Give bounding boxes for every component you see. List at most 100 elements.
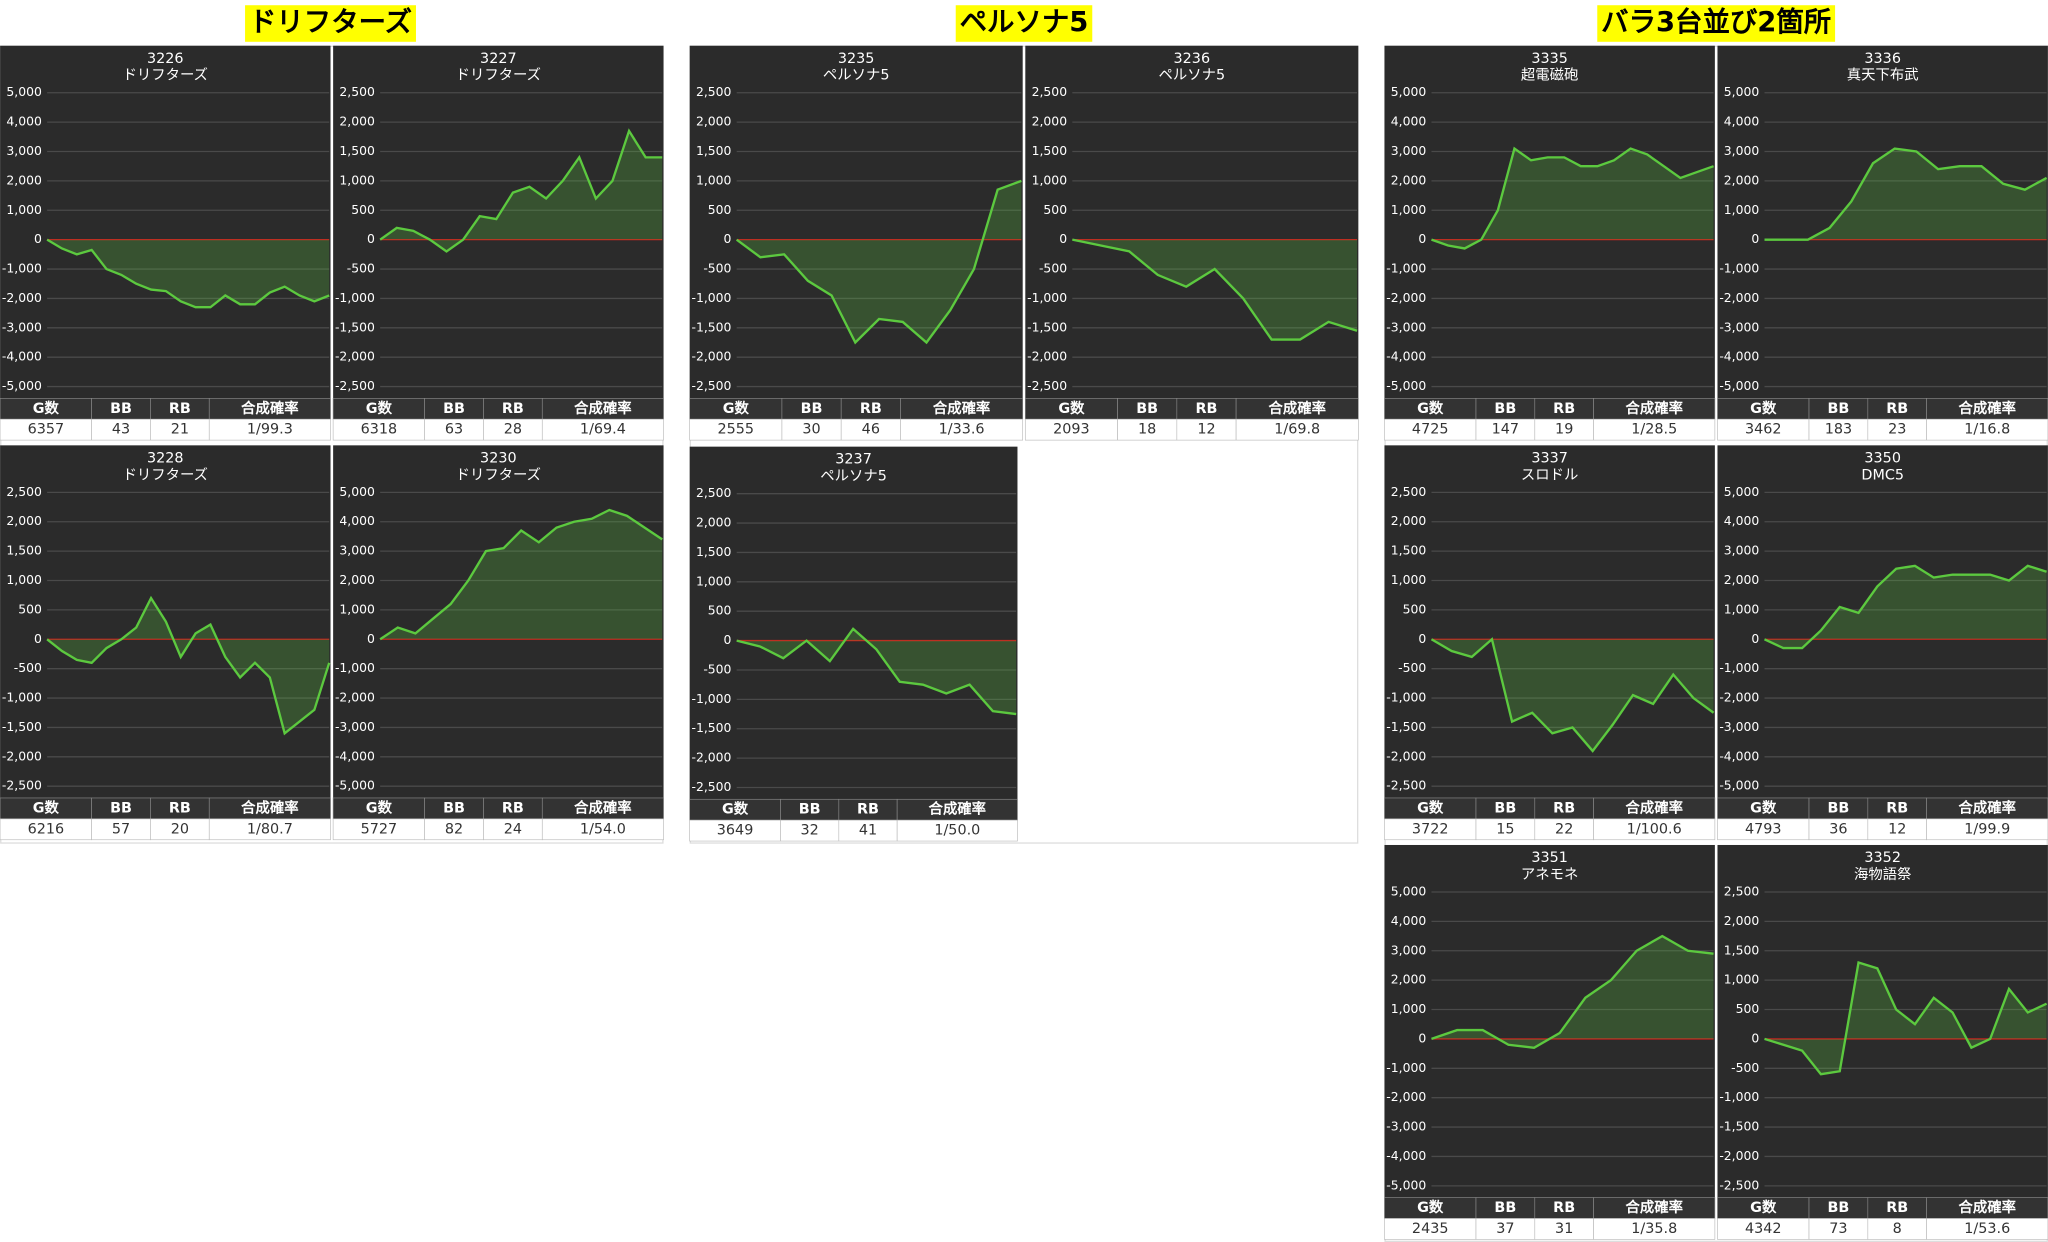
table-value: 1/35.8 [1631,1221,1677,1237]
table-value: 21 [171,422,189,438]
table-header: G数 [366,399,393,417]
area [47,239,330,308]
y-tick-label: -1,000 [1027,290,1067,305]
table-header: BB [1494,401,1516,417]
y-tick-label: -4,000 [1386,349,1426,364]
y-tick-label: 4,000 [1724,114,1760,129]
y-tick-label: 1,500 [1724,942,1760,957]
table-cell [208,418,331,441]
group-border [689,45,1359,844]
panel-bg [333,445,664,798]
group-title: ペルソナ5 [960,7,1089,38]
group-title-highlight [245,5,416,42]
line [1764,147,2048,241]
table-header: 合成確率 [573,798,631,816]
table-header: 合成確率 [928,800,986,818]
table-header: G数 [1417,798,1444,816]
table-header: RB [502,401,524,417]
area [1431,936,1714,1048]
y-tick-label: 2,500 [1391,484,1427,499]
y-tick-label: 2,000 [1032,114,1068,129]
y-tick-label: 5,000 [1724,84,1760,99]
machine-number: 3236 [1174,51,1211,67]
table-value: 4793 [1745,821,1782,837]
y-tick-label: 2,500 [339,84,375,99]
y-tick-label: 4,000 [1391,913,1427,928]
y-tick-label: 2,000 [1391,972,1427,987]
machine-name: ペルソナ5 [1159,68,1226,84]
y-tick-label: -1,500 [2,719,42,734]
machine-number: 3337 [1531,450,1568,466]
area [1431,639,1714,751]
area [380,130,663,252]
y-tick-label: 5,000 [1391,84,1427,99]
y-tick-label: -2,000 [1027,349,1067,364]
y-tick-label: -2,000 [1386,1089,1426,1104]
table-cell [896,819,1018,842]
y-tick-label: -2,000 [1719,290,1759,305]
table-cell [541,418,664,441]
group-title: ドリフターズ [249,6,412,38]
table-value: 31 [1555,1221,1573,1237]
y-tick-label: 1,000 [696,172,732,187]
y-tick-label: 0 [367,631,375,646]
y-tick-label: -2,000 [1386,290,1426,305]
table-value: 1/50.0 [934,823,980,839]
panel-bg [1384,45,1715,399]
table-value: 1/69.4 [580,422,626,438]
y-tick-label: -4,000 [1719,349,1759,364]
y-tick-label: 0 [724,632,732,647]
table-header: G数 [1058,399,1085,417]
y-tick-label: -5,000 [1719,778,1759,793]
table-header: RB [1553,800,1575,816]
y-tick-label: -500 [1398,660,1426,675]
table-header: BB [1494,800,1516,816]
table-value: 3462 [1745,422,1782,438]
y-tick-label: -500 [703,261,731,276]
panel-bg [1717,844,2048,1198]
panel-bg [1025,45,1359,399]
table-header: BB [443,401,465,417]
machine-number: 3227 [480,51,517,67]
y-tick-label: -500 [703,661,731,676]
y-tick-label: -2,500 [1719,1177,1759,1192]
y-tick-label: 1,000 [1724,202,1760,217]
y-tick-label: -4,000 [1386,1148,1426,1163]
y-tick-label: 2,000 [339,572,375,587]
machine-number: 3237 [835,452,872,468]
machine-name: ドリフターズ [456,466,541,483]
y-tick-label: 3,000 [1724,143,1760,158]
table-header: RB [860,401,882,417]
table-header: 合成確率 [1625,1198,1683,1216]
table-value: 1/80.7 [247,821,293,837]
y-tick-label: -1,000 [1386,261,1426,276]
table-header: RB [1886,1200,1908,1216]
table-header: 合成確率 [573,399,631,417]
table-header: 合成確率 [240,399,298,417]
y-tick-label: -2,000 [1719,690,1759,705]
table-header: BB [799,802,821,818]
table-header: 合成確率 [1625,798,1683,816]
table-header: RB [1195,401,1217,417]
table-value: 1/99.9 [1964,821,2010,837]
table-value: 30 [802,422,820,438]
table-value: 6216 [28,821,65,837]
table-value: 8 [1893,1221,1902,1237]
machine-name: ペルソナ5 [823,68,890,84]
y-tick-label: -1,500 [1027,319,1067,334]
y-tick-label: -5,000 [1386,1177,1426,1192]
machine-name: DMC5 [1861,467,1904,483]
y-tick-label: 2,000 [339,114,375,129]
table-value: 43 [112,422,130,438]
group-title-highlight [955,5,1093,42]
table-header: 合成確率 [1958,1198,2016,1216]
y-tick-label: 1,500 [696,544,732,559]
y-tick-label: 1,000 [1391,202,1427,217]
table-value: 12 [1888,821,1906,837]
group-border [0,45,664,844]
y-tick-label: -3,000 [335,719,375,734]
